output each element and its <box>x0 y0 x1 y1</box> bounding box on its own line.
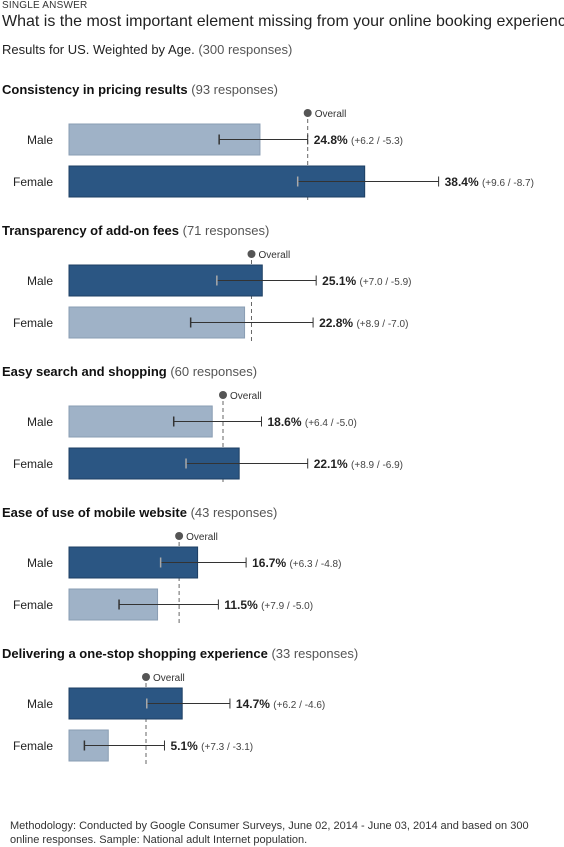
group-title-text: Consistency in pricing results <box>2 82 191 97</box>
overall-label: Overall <box>258 250 290 261</box>
bar-confidence-interval: (+8.9 / -7.0) <box>356 319 408 330</box>
bar-value: 14.7% <box>236 697 273 711</box>
bar-category-label: Female <box>13 598 53 612</box>
bar-value-label: 22.8% (+8.9 / -7.0) <box>319 316 408 330</box>
bar-value-label: 38.4% (+9.6 / -8.7) <box>445 175 534 189</box>
overall-marker <box>303 109 312 117</box>
bar-value-label: 11.5% (+7.9 / -5.0) <box>224 598 313 612</box>
bar-category-label: Male <box>27 415 53 429</box>
question-title: What is the most important element missi… <box>2 13 564 30</box>
bar-confidence-interval: (+7.0 / -5.9) <box>360 277 412 288</box>
overall-label: Overall <box>186 532 218 543</box>
group-title-text: Easy search and shopping <box>2 364 170 379</box>
bar-value-label: 22.1% (+8.9 / -6.9) <box>314 457 403 471</box>
bar-value-label: 5.1% (+7.3 / -3.1) <box>170 739 253 753</box>
bar-value: 11.5% <box>224 598 261 612</box>
bar-confidence-interval: (+6.3 / -4.8) <box>289 559 341 570</box>
overall-marker <box>175 532 184 540</box>
group-title: Delivering a one-stop shopping experienc… <box>2 646 358 661</box>
bar-confidence-interval: (+6.2 / -4.6) <box>273 700 325 711</box>
group-responses: (33 responses) <box>271 646 358 661</box>
bar-category-label: Female <box>13 316 53 330</box>
group-title: Consistency in pricing results (93 respo… <box>2 82 278 97</box>
overall-marker <box>247 250 256 258</box>
bar-value-label: 25.1% (+7.0 / -5.9) <box>322 274 411 288</box>
bar-category-label: Male <box>27 133 53 147</box>
bar-value: 24.8% <box>314 133 351 147</box>
group-responses: (43 responses) <box>191 505 278 520</box>
bar-confidence-interval: (+6.4 / -5.0) <box>305 418 357 429</box>
bar-value: 5.1% <box>170 739 201 753</box>
bar-confidence-interval: (+7.9 / -5.0) <box>261 601 313 612</box>
bar-confidence-interval: (+7.3 / -3.1) <box>201 742 253 753</box>
results-label: Results for US. Weighted by Age. <box>2 42 195 57</box>
grouped-bar-chart: Consistency in pricing results (93 respo… <box>2 82 534 766</box>
overall-marker <box>142 673 150 681</box>
bar-category-label: Female <box>13 457 53 471</box>
overall-label: Overall <box>315 109 347 120</box>
bar-value-label: 24.8% (+6.2 / -5.3) <box>314 133 403 147</box>
overall-label: Overall <box>230 391 262 402</box>
bar-value: 22.1% <box>314 457 351 471</box>
results-summary: Results for US. Weighted by Age. (300 re… <box>2 42 292 57</box>
group-title-text: Transparency of add-on fees <box>2 223 183 238</box>
bar-value: 22.8% <box>319 316 356 330</box>
overall-marker <box>219 391 227 399</box>
bar-value-label: 14.7% (+6.2 / -4.6) <box>236 697 325 711</box>
bar-value-label: 16.7% (+6.3 / -4.8) <box>252 556 341 570</box>
question-type-label: SINGLE ANSWER <box>2 0 88 11</box>
bar-category-label: Male <box>27 697 53 711</box>
bar-value: 25.1% <box>322 274 359 288</box>
group-responses: (60 responses) <box>170 364 257 379</box>
bar-category-label: Female <box>13 739 53 753</box>
group-responses: (71 responses) <box>183 223 270 238</box>
results-count: (300 responses) <box>198 42 293 57</box>
bar-confidence-interval: (+9.6 / -8.7) <box>482 178 534 189</box>
group-title: Transparency of add-on fees (71 response… <box>2 223 269 238</box>
bar-value: 38.4% <box>445 175 482 189</box>
methodology-note: Methodology: Conducted by Google Consume… <box>10 820 529 846</box>
group-title: Ease of use of mobile website (43 respon… <box>2 505 277 520</box>
bar-category-label: Male <box>27 274 53 288</box>
bar-value-label: 18.6% (+6.4 / -5.0) <box>268 415 357 429</box>
bar-category-label: Female <box>13 175 53 189</box>
group-title-text: Ease of use of mobile website <box>2 505 191 520</box>
bar-confidence-interval: (+8.9 / -6.9) <box>351 460 403 471</box>
bar-confidence-interval: (+6.2 / -5.3) <box>351 136 403 147</box>
group-title: Easy search and shopping (60 responses) <box>2 364 257 379</box>
group-responses: (93 responses) <box>191 82 278 97</box>
bar-value: 18.6% <box>268 415 305 429</box>
group-title-text: Delivering a one-stop shopping experienc… <box>2 646 271 661</box>
overall-label: Overall <box>153 673 185 684</box>
bar-value: 16.7% <box>252 556 289 570</box>
bar-category-label: Male <box>27 556 53 570</box>
